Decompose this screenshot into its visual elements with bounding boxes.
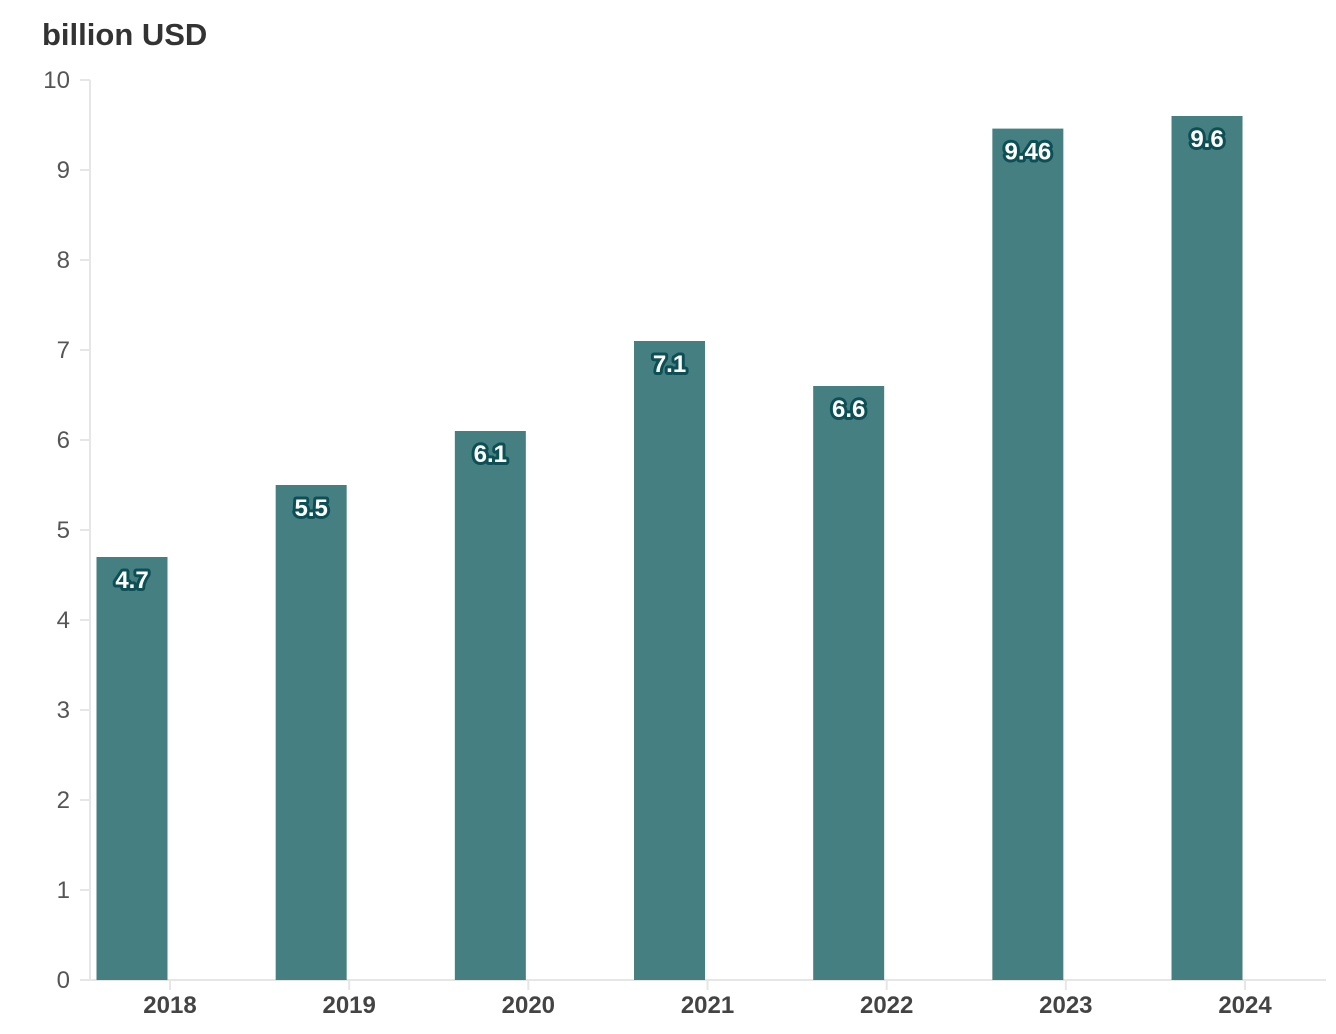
y-tick-label: 0: [57, 967, 70, 994]
y-tick-label: 10: [43, 67, 70, 94]
bar-value-label-2019: 5.5: [294, 495, 327, 522]
bar-2018: [96, 557, 168, 980]
x-axis: 2018 2019 2020 2021 2022 2023 2024: [80, 979, 1326, 1019]
bar-2020: [454, 431, 526, 980]
x-tick-label-2022: 2022: [860, 992, 913, 1019]
y-tick-label: 9: [57, 157, 70, 184]
bar-2021: [634, 341, 706, 980]
bar-value-label-2020: 6.1: [474, 441, 507, 468]
y-tick-label: 6: [57, 427, 70, 454]
bar-value-label-2018: 4.7: [115, 567, 148, 594]
bar-2022: [813, 386, 885, 980]
y-axis: 0 1 2 3 4 5 6 7 8 9 10: [43, 67, 91, 994]
x-tick-label-2018: 2018: [143, 992, 196, 1019]
y-tick-label: 8: [57, 247, 70, 274]
y-tick-label: 2: [57, 787, 70, 814]
bar-value-label-2021: 7.1: [653, 351, 686, 378]
y-tick-label: 5: [57, 517, 70, 544]
bar-value-label-2024: 9.6: [1190, 126, 1223, 153]
bar-labels: 4.7 5.5 6.1 7.1 6.6 9.46 9.6: [112, 123, 1226, 597]
x-tick-label-2020: 2020: [502, 992, 555, 1019]
bar-value-label-2023: 9.46: [1004, 139, 1051, 166]
bar-2023: [992, 128, 1064, 981]
y-tick-label: 1: [57, 877, 70, 904]
bar-value-label-2022: 6.6: [832, 396, 865, 423]
x-tick-label-2024: 2024: [1218, 992, 1272, 1019]
y-tick-label: 3: [57, 697, 70, 724]
y-unit-label: billion USD: [42, 17, 207, 52]
y-tick-label: 7: [57, 337, 70, 364]
bars: [96, 116, 1243, 981]
bar-2024: [1171, 116, 1243, 980]
bar-2019: [275, 485, 347, 980]
x-tick-label-2019: 2019: [322, 992, 375, 1019]
x-tick-label-2021: 2021: [681, 992, 734, 1019]
x-tick-label-2023: 2023: [1039, 992, 1092, 1019]
y-tick-label: 4: [57, 607, 70, 634]
